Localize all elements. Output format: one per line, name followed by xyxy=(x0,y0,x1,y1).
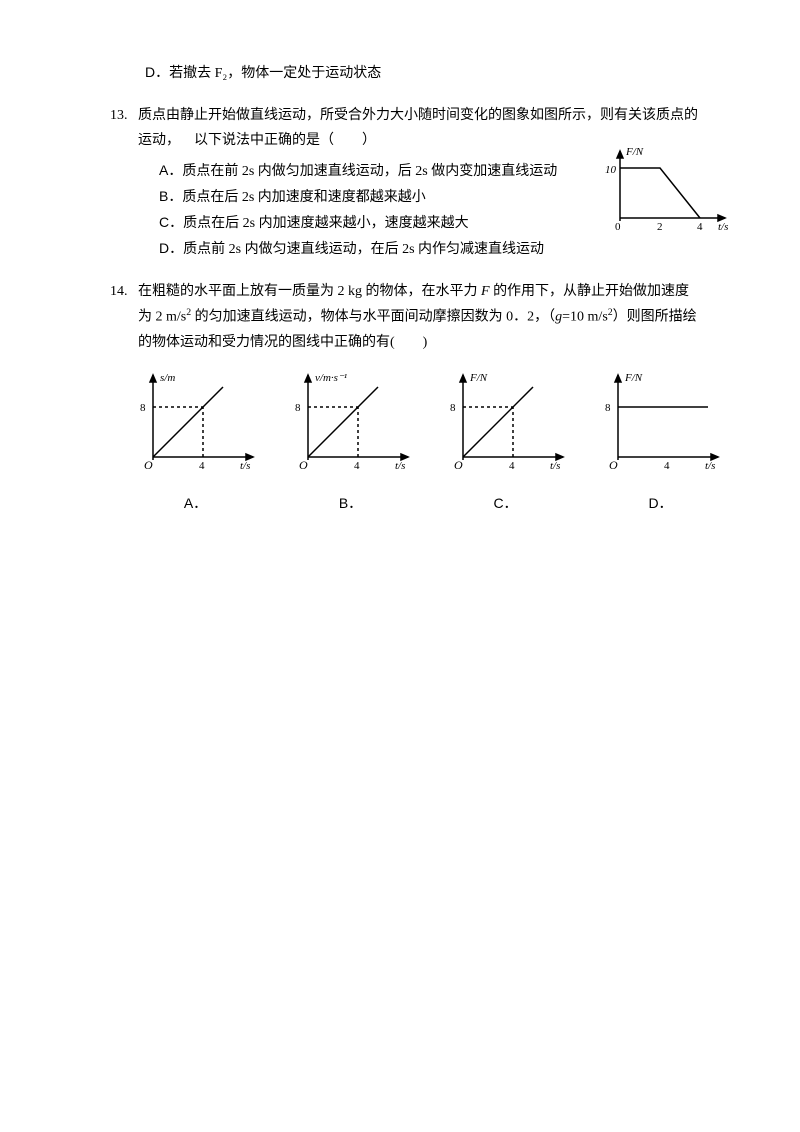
option-label: D． xyxy=(145,64,169,80)
x-tick: 4 xyxy=(509,460,515,472)
x-tick-4: 4 xyxy=(697,221,703,233)
option-text: 质点在后 2s 内加速度越来越小，速度越来越大 xyxy=(183,216,468,231)
option-label: A． xyxy=(159,162,182,178)
question-13: 13. 质点由静止开始做直线运动，所受合外力大小随时间变化的图象如图所示，则有关… xyxy=(110,103,700,262)
x-tick: 4 xyxy=(354,460,360,472)
option-text: 质点在前 2s 内做匀加速直线运动，后 2s 做内变加速直线运动 xyxy=(182,164,557,179)
q14-graph-a: 8 4 O s/m t/s A． xyxy=(128,367,263,515)
graph-letter: A． xyxy=(128,491,263,516)
option-text: 质点前 2s 内做匀速直线运动，在后 2s 内作匀减速直线运动 xyxy=(183,242,544,257)
y-axis-label: F/N xyxy=(625,146,644,158)
graph-letter: C． xyxy=(438,491,573,516)
question-number: 13. xyxy=(110,103,128,128)
y-axis-label: F/N xyxy=(469,372,488,384)
x-tick-2: 2 xyxy=(657,221,663,233)
y-tick: 8 xyxy=(140,402,146,414)
question-stem: 在粗糙的水平面上放有一质量为 2 kg 的物体，在水平力 F 的作用下，从静止开… xyxy=(138,279,700,355)
origin-label: O xyxy=(144,458,153,472)
option-label: D． xyxy=(159,240,183,256)
x-axis-label: t/s xyxy=(705,460,715,472)
q13-force-time-graph: 10 0 2 4 F/N t/s xyxy=(600,143,740,233)
question-14: 14. 在粗糙的水平面上放有一质量为 2 kg 的物体，在水平力 F 的作用下，… xyxy=(110,279,700,516)
graph-letter: D． xyxy=(593,491,728,516)
origin-label: O xyxy=(299,458,308,472)
q14-graph-b: 8 4 O v/m·s⁻¹ t/s B． xyxy=(283,367,418,515)
y-axis-label: F/N xyxy=(624,372,643,384)
y-axis-label: v/m·s⁻¹ xyxy=(315,372,347,384)
y-tick: 8 xyxy=(295,402,301,414)
q12-option-d: D．若撤去 F₂，物体一定处于运动状态 xyxy=(110,60,700,86)
graph-letter: B． xyxy=(283,491,418,516)
q14-graph-row: 8 4 O s/m t/s A． 8 4 xyxy=(128,367,728,515)
y-tick-10: 10 xyxy=(605,164,617,176)
q13-option-d: D．质点前 2s 内做匀速直线运动，在后 2s 内作匀减速直线运动 xyxy=(159,236,700,262)
option-text: 质点在后 2s 内加速度和速度都越来越小 xyxy=(182,190,425,205)
option-label: B． xyxy=(159,188,182,204)
question-number: 14. xyxy=(110,279,128,304)
y-tick: 8 xyxy=(605,402,611,414)
x-tick: 4 xyxy=(664,460,670,472)
y-axis-label: s/m xyxy=(160,372,175,384)
x-axis-label: t/s xyxy=(718,221,728,233)
origin-label: O xyxy=(609,458,618,472)
option-text: 若撤去 F₂，物体一定处于运动状态 xyxy=(169,66,381,81)
x-axis-label: t/s xyxy=(240,460,250,472)
option-label: C． xyxy=(159,214,183,230)
origin-label: O xyxy=(454,458,463,472)
q14-graph-d: 8 4 O F/N t/s D． xyxy=(593,367,728,515)
q14-graph-c: 8 4 O F/N t/s C． xyxy=(438,367,573,515)
x-axis-label: t/s xyxy=(395,460,405,472)
x-tick: 4 xyxy=(199,460,205,472)
x-axis-label: t/s xyxy=(550,460,560,472)
y-tick: 8 xyxy=(450,402,456,414)
x-tick-0: 0 xyxy=(615,221,621,233)
